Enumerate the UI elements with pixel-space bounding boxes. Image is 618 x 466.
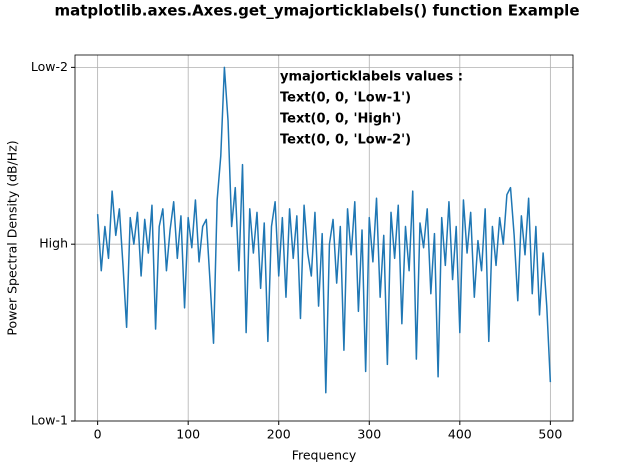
y-tick-label: Low-1: [31, 413, 68, 428]
x-tick-label: 500: [538, 427, 562, 442]
y-tick-label: High: [39, 236, 68, 251]
annotation: ymajorticklabels values :: [280, 70, 463, 85]
y-tick-label: Low-2: [31, 59, 68, 74]
annotation: Text(0, 0, 'Low-1'): [280, 91, 411, 106]
x-tick-label: 300: [357, 427, 381, 442]
x-tick-label: 400: [448, 427, 472, 442]
x-tick-label: 200: [267, 427, 291, 442]
chart-title: matplotlib.axes.Axes.get_ymajorticklabel…: [54, 2, 579, 20]
x-tick-label: 100: [176, 427, 200, 442]
data-line: [96, 66, 552, 394]
x-tick-label: 0: [94, 427, 102, 442]
annotation: Text(0, 0, 'Low-2'): [280, 133, 411, 148]
y-axis-label: Power Spectral Density (dB/Hz): [5, 140, 20, 335]
annotation: Text(0, 0, 'High'): [280, 112, 401, 127]
x-axis-label: Frequency: [292, 448, 357, 463]
axes-frame: [74, 54, 574, 422]
